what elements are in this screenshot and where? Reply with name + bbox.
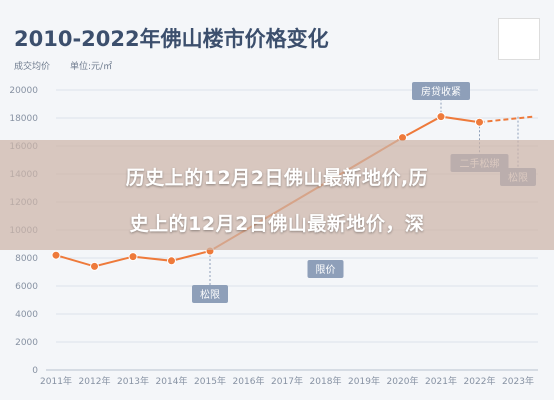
x-tick-label: 2021年 bbox=[425, 375, 457, 387]
chart-subtitle: 成交均价 bbox=[14, 60, 50, 72]
data-point bbox=[51, 250, 61, 260]
chart-title: 2010-2022年佛山楼市价格变化 bbox=[14, 27, 329, 51]
x-tick-label: 2023年 bbox=[502, 375, 534, 387]
y-tick-label: 2000 bbox=[15, 338, 38, 348]
caption-line-2: 史上的12月2日佛山最新地价，深 bbox=[129, 213, 425, 235]
annotation-label: 松限 bbox=[200, 288, 220, 301]
annotation-box bbox=[307, 260, 344, 278]
x-tick-label: 2014年 bbox=[156, 375, 188, 387]
y-tick-label: 18000 bbox=[9, 114, 38, 124]
y-tick-label: 0 bbox=[32, 366, 38, 376]
annotation-box bbox=[412, 82, 470, 100]
y-tick-label: 8000 bbox=[15, 254, 38, 264]
forecast-line bbox=[479, 115, 535, 124]
x-tick-label: 2015年 bbox=[194, 375, 226, 387]
unit-label: 单位:元/㎡ bbox=[70, 60, 112, 72]
x-tick-label: 2012年 bbox=[79, 375, 111, 387]
annotation-box bbox=[192, 285, 228, 303]
y-tick-label: 6000 bbox=[15, 282, 38, 292]
annotation-label: 限价 bbox=[316, 264, 336, 276]
x-tick-label: 2022年 bbox=[464, 375, 496, 387]
x-tick-label: 2019年 bbox=[348, 375, 380, 387]
y-tick-label: 20000 bbox=[9, 86, 38, 96]
x-tick-label: 2013年 bbox=[117, 375, 149, 387]
data-point bbox=[128, 252, 138, 262]
x-tick-label: 2018年 bbox=[310, 375, 342, 387]
price-series bbox=[51, 112, 535, 271]
series-line bbox=[55, 115, 480, 268]
annotation-label: 房贷收紧 bbox=[421, 85, 461, 98]
caption-line-1: 历史上的12月2日佛山最新地价,历 bbox=[125, 167, 429, 189]
x-tick-label: 2017年 bbox=[271, 375, 303, 387]
caption-overlay bbox=[0, 140, 554, 250]
data-point bbox=[436, 112, 446, 122]
data-point bbox=[475, 117, 484, 127]
x-axis: 2011年 2012年 2013年 2014年 2015年 2016年 2017年 2018年… bbox=[40, 369, 538, 387]
y-tick-label: 4000 bbox=[15, 310, 38, 320]
x-tick-label: 2020年 bbox=[387, 375, 419, 387]
qr-code-icon bbox=[498, 18, 540, 60]
data-point bbox=[167, 256, 176, 266]
data-point bbox=[90, 261, 99, 271]
x-tick-label: 2016年 bbox=[233, 375, 265, 387]
x-tick-label: 2011年 bbox=[40, 375, 72, 387]
